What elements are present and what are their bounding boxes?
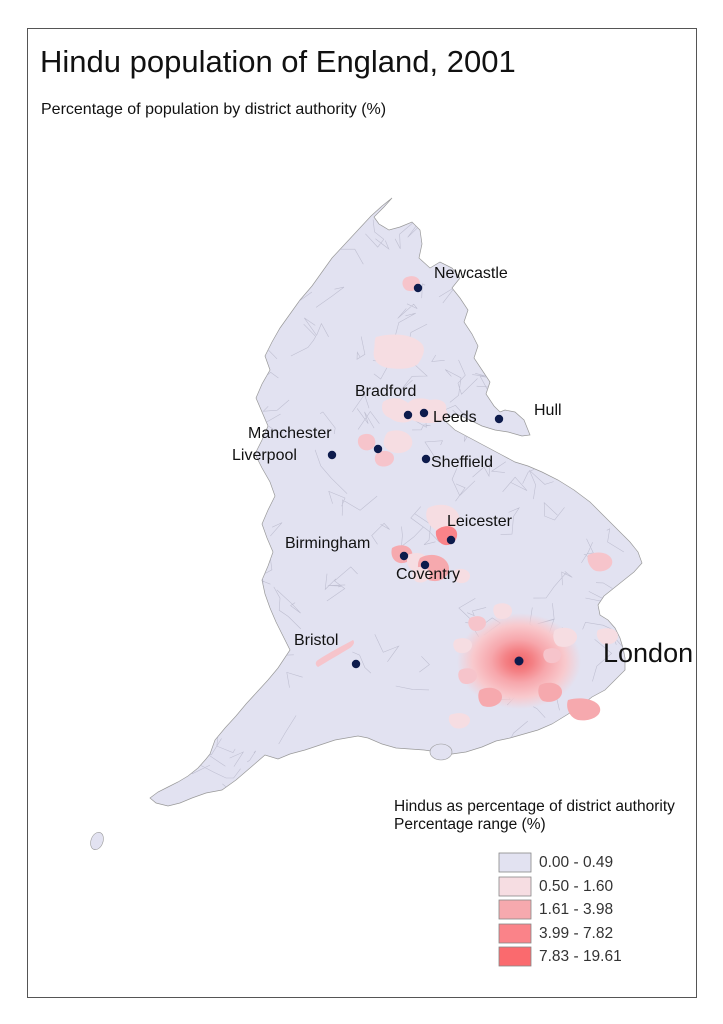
svg-text:Newcastle: Newcastle: [434, 265, 508, 282]
svg-text:7.83 - 19.61: 7.83 - 19.61: [539, 948, 622, 965]
svg-text:3.99 - 7.82: 3.99 - 7.82: [539, 925, 613, 942]
svg-text:Percentage range (%): Percentage range (%): [394, 816, 546, 833]
svg-text:0.50 - 1.60: 0.50 - 1.60: [539, 878, 613, 895]
svg-text:Hull: Hull: [534, 402, 562, 419]
svg-text:Manchester: Manchester: [248, 425, 332, 442]
svg-text:Sheffield: Sheffield: [431, 454, 493, 471]
svg-text:Liverpool: Liverpool: [232, 447, 297, 464]
svg-text:Bristol: Bristol: [294, 632, 338, 649]
svg-text:Bradford: Bradford: [355, 383, 416, 400]
svg-text:Coventry: Coventry: [396, 566, 460, 583]
svg-text:Birmingham: Birmingham: [285, 535, 370, 552]
svg-text:Leeds: Leeds: [433, 409, 477, 426]
svg-text:1.61 - 3.98: 1.61 - 3.98: [539, 901, 613, 918]
svg-text:London: London: [603, 638, 693, 668]
svg-text:Leicester: Leicester: [447, 513, 513, 530]
svg-text:0.00 - 0.49: 0.00 - 0.49: [539, 854, 613, 871]
svg-text:Hindus as percentage of distri: Hindus as percentage of district authori…: [394, 798, 675, 815]
